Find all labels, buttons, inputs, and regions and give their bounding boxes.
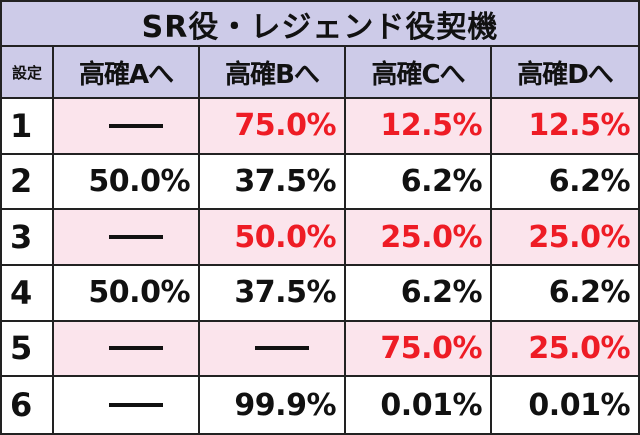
probability-cell: 6.2% — [492, 266, 638, 322]
probability-value: 50.0% — [234, 219, 336, 255]
probability-cell: 99.9% — [200, 377, 346, 433]
column-header-cell: 高確Dへ — [492, 47, 638, 99]
probability-cell: 50.0% — [54, 154, 200, 211]
table-title-bar: SR役・レジェンド役契機 — [2, 2, 638, 47]
setting-number: 1 — [10, 106, 33, 145]
setting-number-cell: 1 — [2, 99, 54, 155]
probability-cell: 6.2% — [492, 154, 638, 211]
probability-cell: 25.0% — [346, 210, 492, 266]
dash-mark — [109, 123, 163, 128]
probability-value: 25.0% — [528, 219, 630, 255]
setting-number: 3 — [10, 218, 33, 257]
setting-number: 6 — [10, 386, 33, 425]
probability-value: 25.0% — [380, 219, 482, 255]
table-title: SR役・レジェンド役契機 — [141, 9, 499, 45]
probability-cell: 6.2% — [346, 154, 492, 211]
column-header-cell: 高確Aへ — [54, 47, 200, 99]
probability-value: 6.2% — [400, 275, 483, 311]
probability-cell: 12.5% — [492, 99, 638, 155]
probability-cell: 37.5% — [200, 266, 346, 322]
probability-value: 0.01% — [528, 387, 630, 423]
probability-cell — [54, 210, 200, 266]
probability-value: 50.0% — [88, 275, 190, 311]
probability-cell: 12.5% — [346, 99, 492, 155]
column-header-label: 高確Dへ — [517, 59, 614, 90]
probability-value: 6.2% — [400, 163, 483, 199]
probability-cell: 75.0% — [200, 99, 346, 155]
header-corner-cell: 設定 — [2, 47, 54, 99]
column-header-cell: 高確Cへ — [346, 47, 492, 99]
probability-value: 12.5% — [380, 108, 482, 144]
probability-value: 75.0% — [234, 108, 336, 144]
probability-cell: 0.01% — [346, 377, 492, 433]
column-header-label: 高確Aへ — [78, 59, 174, 90]
setting-number-cell: 4 — [2, 266, 54, 322]
dash-mark — [109, 346, 163, 351]
column-header-label: 高確Bへ — [225, 59, 320, 90]
probability-cell: 0.01% — [492, 377, 638, 433]
dash-mark — [109, 235, 163, 240]
setting-number-cell: 5 — [2, 321, 54, 378]
setting-number-cell: 3 — [2, 210, 54, 266]
probability-value: 37.5% — [234, 163, 336, 199]
setting-number-cell: 6 — [2, 377, 54, 433]
probability-value: 12.5% — [528, 108, 630, 144]
probability-value: 37.5% — [234, 275, 336, 311]
column-header-cell: 高確Bへ — [200, 47, 346, 99]
probability-cell — [54, 99, 200, 155]
header-setting-label: 設定 — [11, 63, 42, 82]
probability-cell — [200, 321, 346, 378]
probability-cell: 50.0% — [54, 266, 200, 322]
dash-mark — [109, 403, 163, 408]
probability-value: 50.0% — [88, 163, 190, 199]
table-grid: 設定 高確Aへ 高確Bへ 高確Cへ 高確Dへ 1 75.0% 12.5% 12.5% 2 50.0%… — [2, 47, 638, 433]
probability-cell: 37.5% — [200, 154, 346, 211]
probability-cell: 25.0% — [492, 321, 638, 378]
setting-number: 2 — [10, 162, 33, 201]
dash-mark — [255, 346, 309, 351]
probability-value: 75.0% — [380, 330, 482, 366]
probability-value: 6.2% — [548, 163, 631, 199]
probability-cell: 6.2% — [346, 266, 492, 322]
probability-cell: 50.0% — [200, 210, 346, 266]
probability-value: 25.0% — [528, 330, 630, 366]
probability-cell: 25.0% — [492, 210, 638, 266]
probability-value: 99.9% — [234, 387, 336, 423]
column-header-label: 高確Cへ — [371, 59, 465, 90]
probability-cell — [54, 321, 200, 378]
setting-number: 4 — [10, 273, 33, 312]
probability-value: 6.2% — [548, 275, 631, 311]
setting-number-cell: 2 — [2, 154, 54, 211]
setting-number: 5 — [10, 329, 33, 368]
probability-value: 0.01% — [380, 387, 482, 423]
probability-cell — [54, 377, 200, 433]
probability-cell: 75.0% — [346, 321, 492, 378]
